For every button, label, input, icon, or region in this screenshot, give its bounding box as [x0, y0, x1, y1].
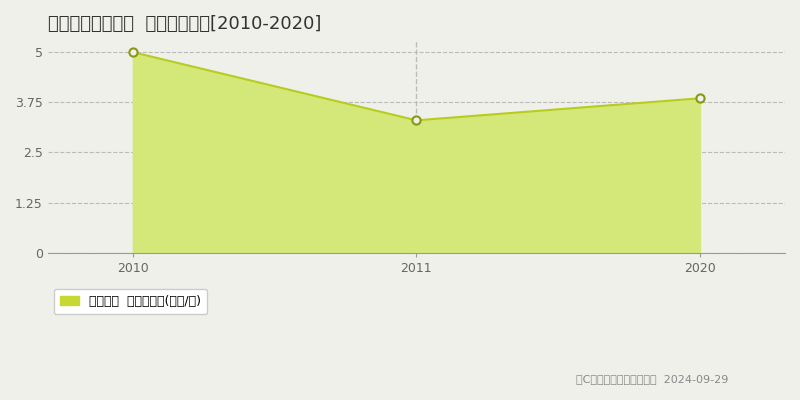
Text: （C）土地価格ドットコム  2024-09-29: （C）土地価格ドットコム 2024-09-29: [576, 374, 728, 384]
Point: [694, 95, 706, 102]
Legend: 土地価格  平均坪単価(万円/坪): 土地価格 平均坪単価(万円/坪): [54, 289, 207, 314]
Text: 出雲市大社町逢堤  土地価格推移[2010-2020]: 出雲市大社町逢堤 土地価格推移[2010-2020]: [48, 15, 321, 33]
Point: [126, 49, 139, 55]
Point: [410, 117, 422, 124]
